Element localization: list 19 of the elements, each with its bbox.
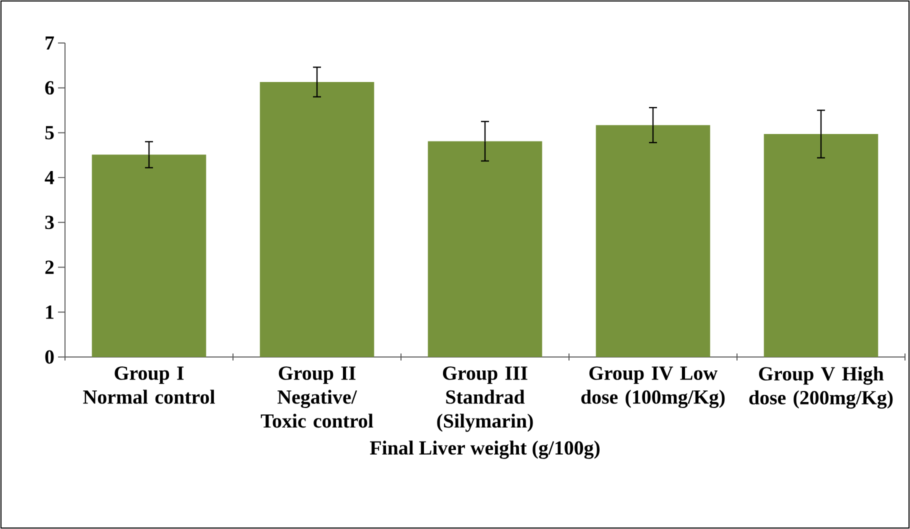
bar xyxy=(428,141,542,357)
bar xyxy=(596,125,710,357)
x-tick-label: Group III Standrad (Silymarin) xyxy=(437,366,533,432)
y-tick-label: 5 xyxy=(45,126,54,140)
y-tick-label: 4 xyxy=(44,171,54,184)
x-tick-label: Group II Negative/ Toxic control xyxy=(260,366,374,428)
y-tick-label: 1 xyxy=(46,306,54,319)
y-tick-label: 0 xyxy=(45,350,54,364)
y-tick-label: 3 xyxy=(45,216,54,230)
y-tick-label: 7 xyxy=(46,36,54,50)
x-axis-title: Final Liver weight (g/100g) xyxy=(370,440,600,459)
bar xyxy=(764,134,878,357)
y-tick-label: 2 xyxy=(45,260,54,274)
x-tick-label: Group V High dose (200mg/Kg) xyxy=(749,366,893,409)
y-tick-label: 6 xyxy=(45,81,54,95)
bar xyxy=(92,154,206,357)
bar xyxy=(260,82,374,357)
x-tick-label: Group IV Low dose (100mg/Kg) xyxy=(581,366,725,408)
x-tick-label: Group I Normal control xyxy=(83,366,215,404)
